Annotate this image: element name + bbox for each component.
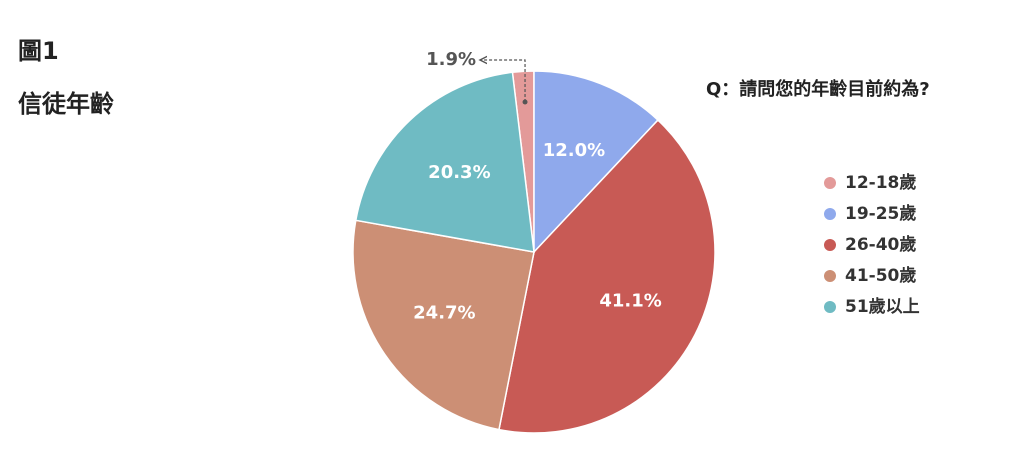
pie-slice: [352, 219, 535, 431]
pie-slice: [498, 118, 716, 434]
chart-subtitle: 信徒年齡: [18, 90, 114, 118]
chart-title: 圖1: [18, 37, 59, 65]
legend-label: 26-40歲: [845, 234, 916, 255]
data-label: 20.3%: [428, 162, 490, 183]
legend-label: 51歲以上: [845, 296, 920, 317]
data-label: 12.0%: [543, 140, 605, 161]
data-label: 41.1%: [599, 291, 661, 312]
question: Q：請問您的年齡目前約為?: [706, 78, 930, 100]
pie-slice: [354, 71, 535, 253]
legend-label: 41-50歲: [845, 265, 916, 286]
legend-swatch: [824, 270, 836, 282]
legend-swatch: [824, 208, 836, 220]
legend-label: 12-18歲: [845, 172, 916, 193]
legend-swatch: [824, 177, 836, 189]
data-label: 24.7%: [413, 302, 475, 323]
data-label: 1.9%: [426, 49, 476, 70]
legend-swatch: [824, 301, 836, 313]
pie-slice: [533, 70, 659, 254]
legend-label: 19-25歲: [845, 203, 916, 224]
leader-line: [480, 60, 526, 103]
legend-swatch: [824, 239, 836, 251]
